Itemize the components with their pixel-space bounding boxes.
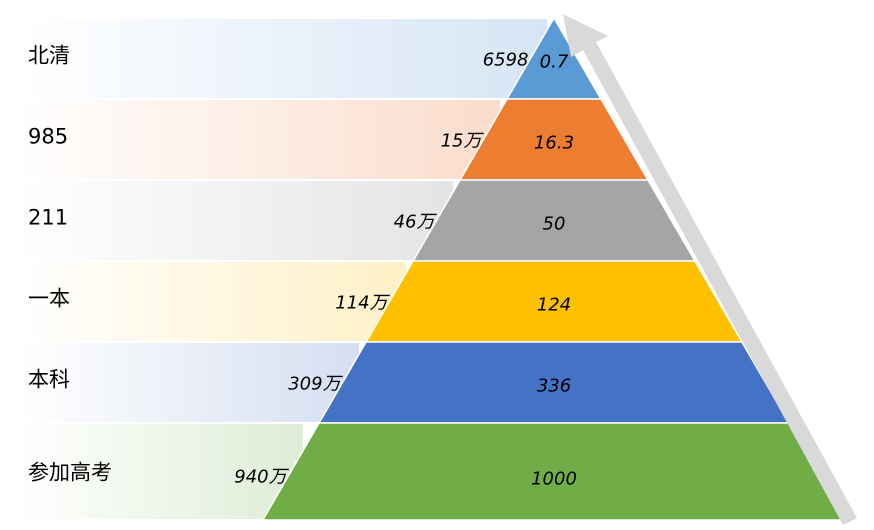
level-label: 参加高考 [28,461,112,485]
level-label: 985 [28,125,68,149]
band [18,262,407,341]
level-value: 16.3 [534,133,574,154]
band [18,19,548,98]
level-label: 211 [28,206,68,230]
band [18,424,303,519]
level-value: 1000 [531,469,577,490]
band [18,100,501,179]
level-count: 309万 [288,374,343,395]
level-count: 6598 [483,50,529,71]
level-count: 15万 [441,131,485,152]
level-label: 本科 [28,368,70,392]
level-value: 50 [543,214,566,235]
level-label: 北清 [28,44,70,68]
level-count: 114万 [335,293,390,314]
arrow [563,14,857,525]
level-value: 336 [537,376,571,397]
band [18,343,360,422]
level-count: 46万 [394,212,438,233]
level-count: 940万 [234,467,289,488]
level-value: 0.7 [540,52,569,73]
band [18,181,454,260]
level-label: 一本 [28,287,70,311]
level-value: 124 [537,295,571,316]
